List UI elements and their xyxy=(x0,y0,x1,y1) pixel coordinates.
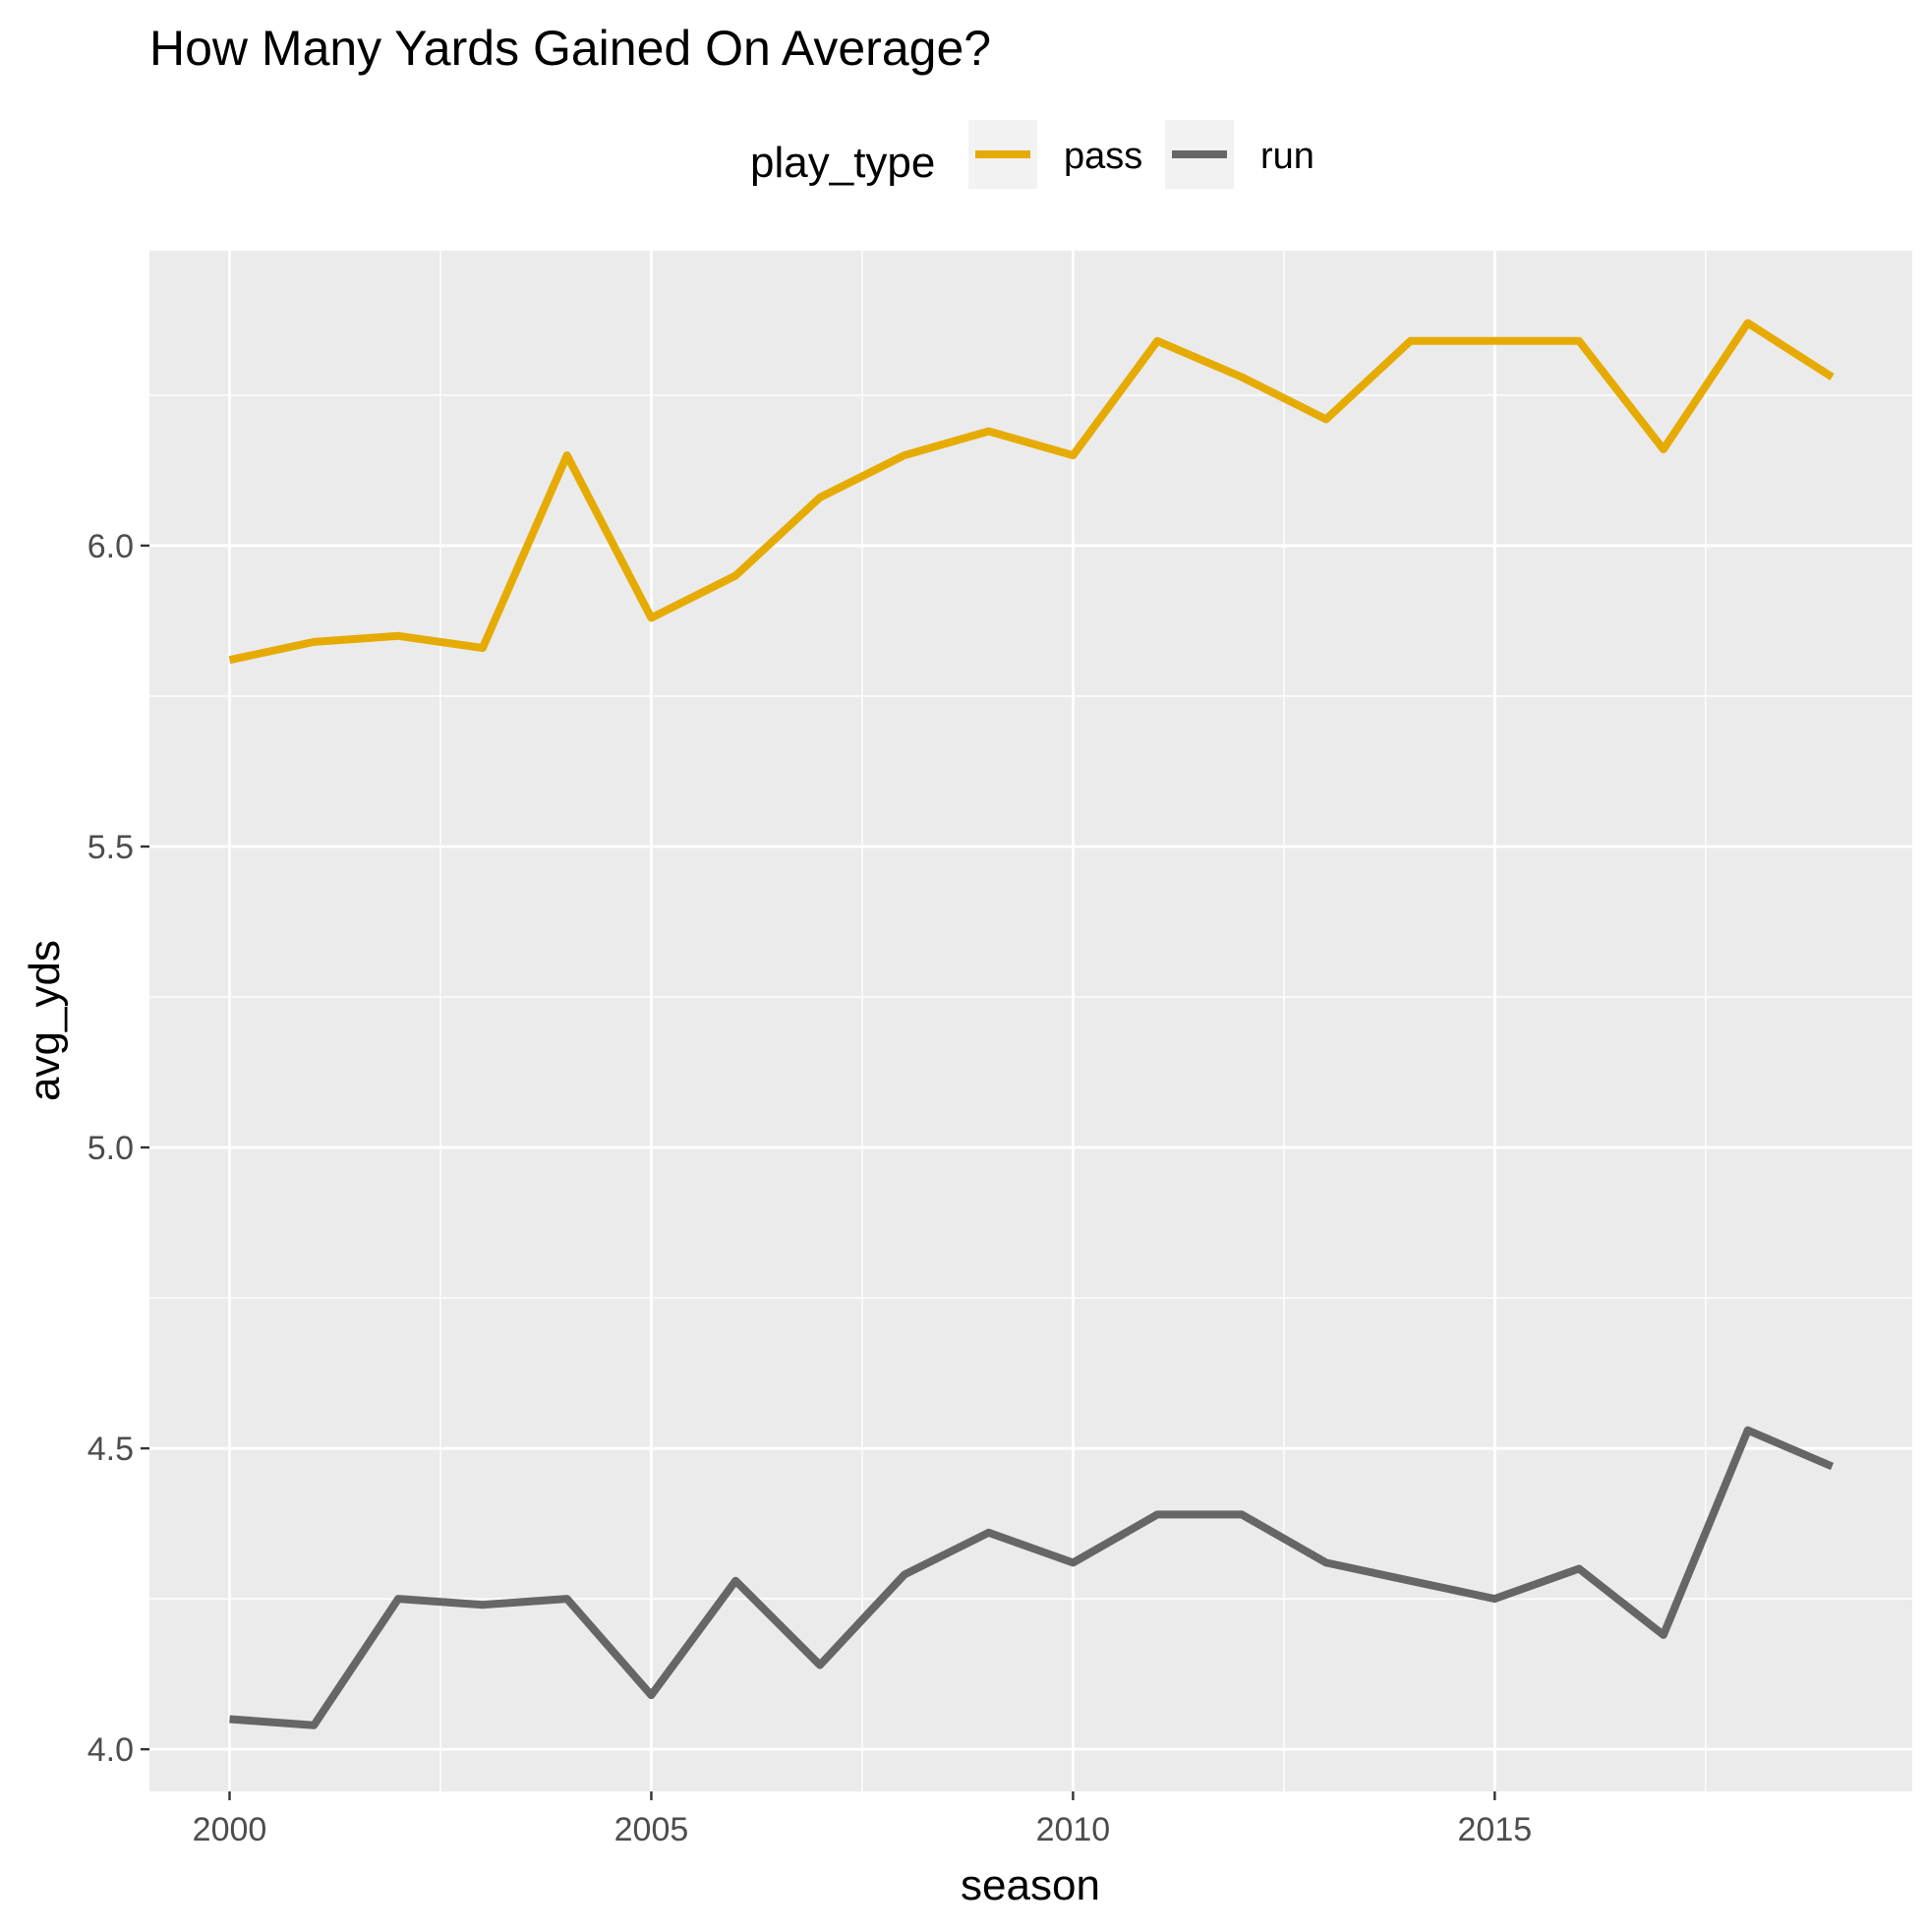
series-line-run xyxy=(229,1426,1835,1729)
y-tick-label: 6.0 xyxy=(88,528,134,565)
legend: play_type pass run xyxy=(750,120,1314,189)
plot-panel xyxy=(149,251,1912,1791)
grid-major xyxy=(149,251,1912,1791)
x-tick-label: 2005 xyxy=(614,1811,689,1848)
y-tick-label: 5.0 xyxy=(88,1130,134,1167)
series-lines xyxy=(228,319,1835,1729)
y-tick-label: 4.0 xyxy=(88,1731,134,1769)
legend-title: play_type xyxy=(750,139,935,187)
y-axis: 4.0 4.5 5.0 5.5 6.0 xyxy=(88,528,149,1769)
x-tick-label: 2000 xyxy=(193,1811,267,1848)
x-tick-label: 2010 xyxy=(1036,1811,1111,1848)
y-tick-label: 4.5 xyxy=(88,1431,134,1468)
x-axis-title: season xyxy=(961,1861,1100,1909)
legend-label-run: run xyxy=(1260,136,1314,177)
legend-label-pass: pass xyxy=(1064,136,1142,177)
x-axis: 2000 2005 2010 2015 xyxy=(193,1791,1532,1848)
series-line-pass xyxy=(228,319,1835,665)
chart-title: How Many Yards Gained On Average? xyxy=(149,21,991,76)
x-tick-label: 2015 xyxy=(1458,1811,1533,1848)
y-tick-label: 5.5 xyxy=(88,829,134,866)
y-axis-title: avg_yds xyxy=(21,940,69,1101)
